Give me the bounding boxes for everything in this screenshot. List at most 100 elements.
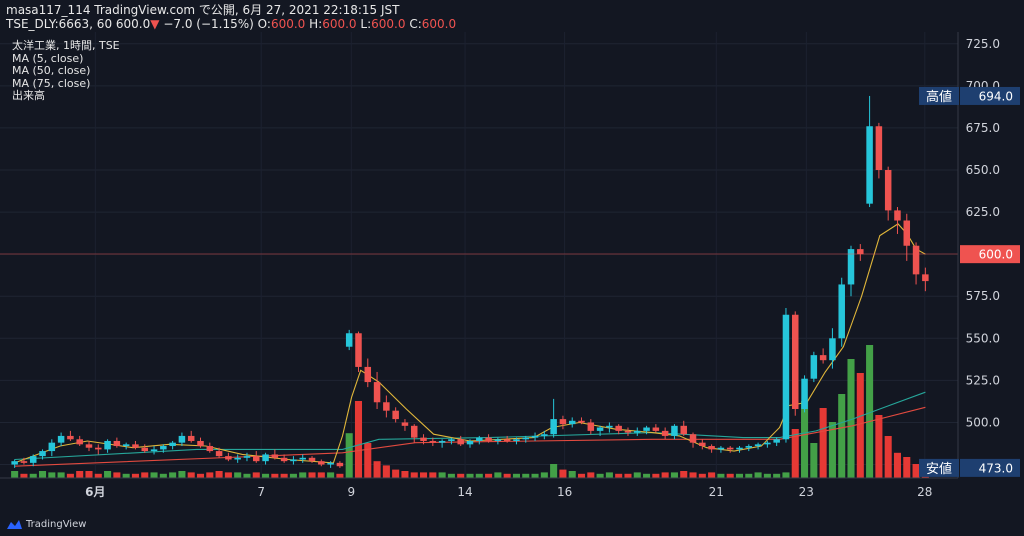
volume-bar bbox=[20, 473, 28, 478]
candle-body bbox=[559, 419, 567, 425]
symbol-quote-line: TSE_DLY:6663, 60 600.0▼ −7.0 (−1.15%) O:… bbox=[6, 17, 456, 31]
legend-volume[interactable]: 出来高 bbox=[12, 89, 45, 102]
volume-bar bbox=[866, 345, 874, 478]
volume-bar bbox=[382, 465, 390, 478]
volume-bar bbox=[345, 433, 353, 478]
volume-bar bbox=[475, 473, 483, 478]
volume-bar bbox=[66, 473, 74, 478]
volume-bar bbox=[187, 472, 195, 478]
x-tick-label: 6月 bbox=[85, 485, 105, 499]
x-tick-label: 28 bbox=[917, 485, 932, 499]
candle-body bbox=[187, 435, 195, 441]
candle-body bbox=[866, 126, 873, 204]
x-tick-label: 7 bbox=[257, 485, 265, 499]
indicator-legend[interactable]: 太洋工業, 1時間, TSE MA (5, close) MA (50, clo… bbox=[12, 39, 120, 103]
candle-body bbox=[801, 378, 808, 409]
candle-body bbox=[903, 220, 911, 246]
y-tick-label: 550.0 bbox=[966, 331, 1000, 345]
volume-bar bbox=[587, 472, 595, 478]
candle-body bbox=[717, 447, 725, 450]
volume-bar bbox=[76, 471, 84, 478]
legend-ma75[interactable]: MA (75, close) bbox=[12, 76, 91, 90]
candle-body bbox=[57, 435, 65, 443]
candle-body bbox=[318, 461, 325, 465]
legend-ma50[interactable]: MA (50, close) bbox=[12, 64, 91, 77]
volume-bar bbox=[94, 473, 102, 478]
volume-bar bbox=[169, 472, 177, 478]
volume-bar bbox=[810, 443, 818, 478]
candle-body bbox=[225, 456, 232, 460]
candle-body bbox=[671, 425, 678, 436]
volume-bar bbox=[512, 473, 520, 478]
candle-body bbox=[857, 249, 864, 255]
low-price-value: 473.0 bbox=[979, 461, 1013, 475]
candle-body bbox=[364, 366, 372, 383]
volume-bar bbox=[373, 461, 381, 478]
volume-bar bbox=[605, 472, 613, 478]
volume-bar bbox=[392, 469, 400, 478]
candle-body bbox=[494, 439, 502, 441]
volume-bar bbox=[847, 359, 855, 478]
candle-body bbox=[39, 451, 46, 457]
low-tag-box bbox=[919, 458, 959, 477]
candle-body bbox=[299, 457, 306, 460]
legend-ma5[interactable]: MA (5, close) bbox=[12, 51, 84, 65]
volume-bar bbox=[735, 473, 744, 478]
volume-bar bbox=[438, 472, 446, 478]
candle-body bbox=[661, 430, 669, 436]
x-axis[interactable]: 6月 7 9 14 16 21 23 28 bbox=[85, 485, 932, 499]
volume-bar bbox=[903, 457, 911, 478]
volume-bar bbox=[243, 473, 251, 478]
volume-bar bbox=[410, 472, 418, 478]
volume-bar bbox=[522, 473, 530, 478]
volume-bar bbox=[215, 471, 223, 478]
candle-body bbox=[132, 444, 139, 448]
volume-bar bbox=[494, 472, 502, 478]
candle-body bbox=[624, 430, 632, 433]
candle-body bbox=[20, 461, 28, 463]
moving-averages bbox=[14, 223, 926, 467]
volume-bar bbox=[206, 472, 214, 478]
volume-bar bbox=[364, 443, 372, 478]
candle-body bbox=[457, 439, 464, 445]
close-value: 600.0 bbox=[421, 17, 457, 31]
volume-bar bbox=[550, 464, 558, 478]
volume-bar bbox=[280, 473, 288, 478]
volume-bar bbox=[354, 401, 363, 478]
candle-body bbox=[336, 462, 344, 467]
candle-body bbox=[104, 440, 111, 450]
low-tag-text: 安値 bbox=[926, 461, 952, 477]
volume-bar bbox=[708, 472, 716, 478]
volume-bar bbox=[893, 452, 902, 478]
candle-body bbox=[410, 425, 418, 438]
candle-body bbox=[67, 435, 74, 440]
candle-body bbox=[922, 274, 929, 282]
volume-bar bbox=[838, 394, 846, 478]
volume-bar bbox=[178, 471, 186, 478]
candle-body bbox=[736, 447, 743, 450]
candle-body bbox=[792, 314, 799, 409]
volume-bar bbox=[652, 473, 660, 478]
volume-bar bbox=[336, 473, 344, 478]
volume-bar bbox=[670, 472, 678, 478]
candle-body bbox=[689, 434, 697, 443]
candle-body bbox=[819, 355, 827, 361]
price-labels: 高値 694.0 安値 473.0 600.0 bbox=[919, 86, 1020, 477]
candle-body bbox=[113, 440, 121, 447]
volume-bar bbox=[884, 436, 892, 478]
candle-body bbox=[568, 420, 576, 425]
last-price-value: 600.0 bbox=[979, 248, 1013, 262]
candle-body bbox=[634, 430, 641, 433]
legend-title[interactable]: 太洋工業, 1時間, TSE bbox=[12, 39, 120, 52]
tradingview-logo[interactable]: TradingView bbox=[5, 519, 86, 530]
candle-body bbox=[327, 462, 334, 465]
volume-bar bbox=[466, 473, 474, 478]
candle-body bbox=[280, 457, 288, 462]
volume-bar bbox=[299, 472, 307, 478]
candle-body bbox=[884, 170, 892, 211]
open-value: 600.0 bbox=[270, 17, 306, 31]
volume-bar bbox=[717, 473, 725, 478]
volume-bar bbox=[196, 473, 205, 478]
volume-bar bbox=[131, 473, 139, 478]
